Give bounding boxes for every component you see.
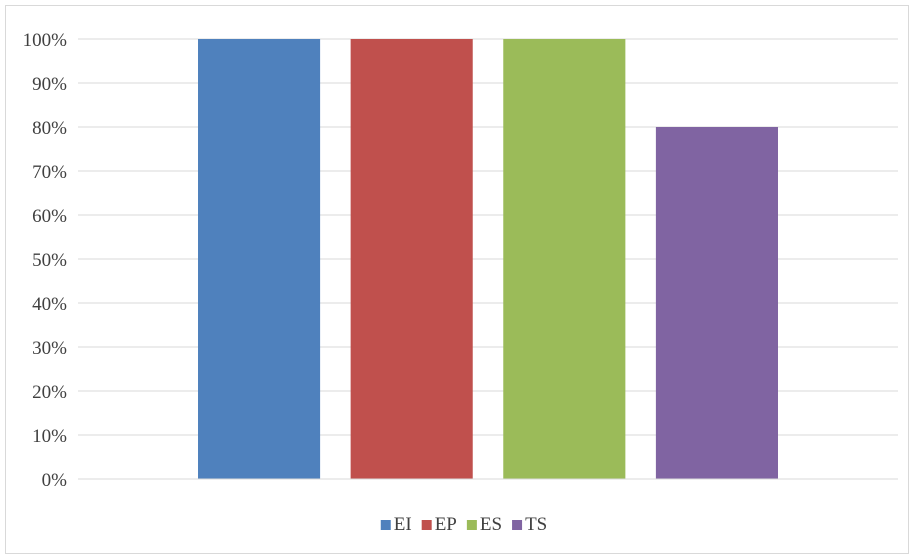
legend: EI EP ES TS bbox=[380, 514, 547, 535]
y-axis-tick-labels: 0% 10% 20% 30% 40% 50% 60% 70% 80% 90% 100% bbox=[23, 30, 68, 491]
y-tick-label: 20% bbox=[32, 382, 67, 403]
legend-swatch bbox=[380, 520, 391, 530]
legend-item-ep: EP bbox=[421, 514, 457, 535]
y-tick-label: 70% bbox=[32, 162, 67, 183]
legend-label: EP bbox=[435, 514, 457, 535]
bar-ei bbox=[198, 39, 321, 479]
legend-item-es: ES bbox=[466, 514, 502, 535]
y-tick-label: 30% bbox=[32, 338, 67, 359]
y-tick-label: 10% bbox=[32, 426, 67, 447]
bar-ep bbox=[350, 39, 473, 479]
legend-swatch bbox=[421, 520, 432, 530]
legend-item-ts: TS bbox=[512, 514, 547, 535]
y-tick-label: 50% bbox=[32, 250, 67, 271]
legend-label: TS bbox=[525, 514, 547, 535]
y-tick-label: 80% bbox=[32, 118, 67, 139]
y-tick-label: 40% bbox=[32, 294, 67, 315]
legend-label: ES bbox=[480, 514, 502, 535]
y-tick-label: 0% bbox=[42, 470, 68, 491]
bar-es bbox=[503, 39, 626, 479]
legend-swatch bbox=[466, 520, 477, 530]
bar-ts bbox=[655, 127, 778, 479]
y-tick-label: 60% bbox=[32, 206, 67, 227]
bars bbox=[198, 39, 778, 479]
legend-label: EI bbox=[394, 514, 412, 535]
y-tick-label: 100% bbox=[23, 30, 68, 51]
y-tick-label: 90% bbox=[32, 74, 67, 95]
legend-item-ei: EI bbox=[380, 514, 412, 535]
legend-swatch bbox=[512, 520, 523, 530]
